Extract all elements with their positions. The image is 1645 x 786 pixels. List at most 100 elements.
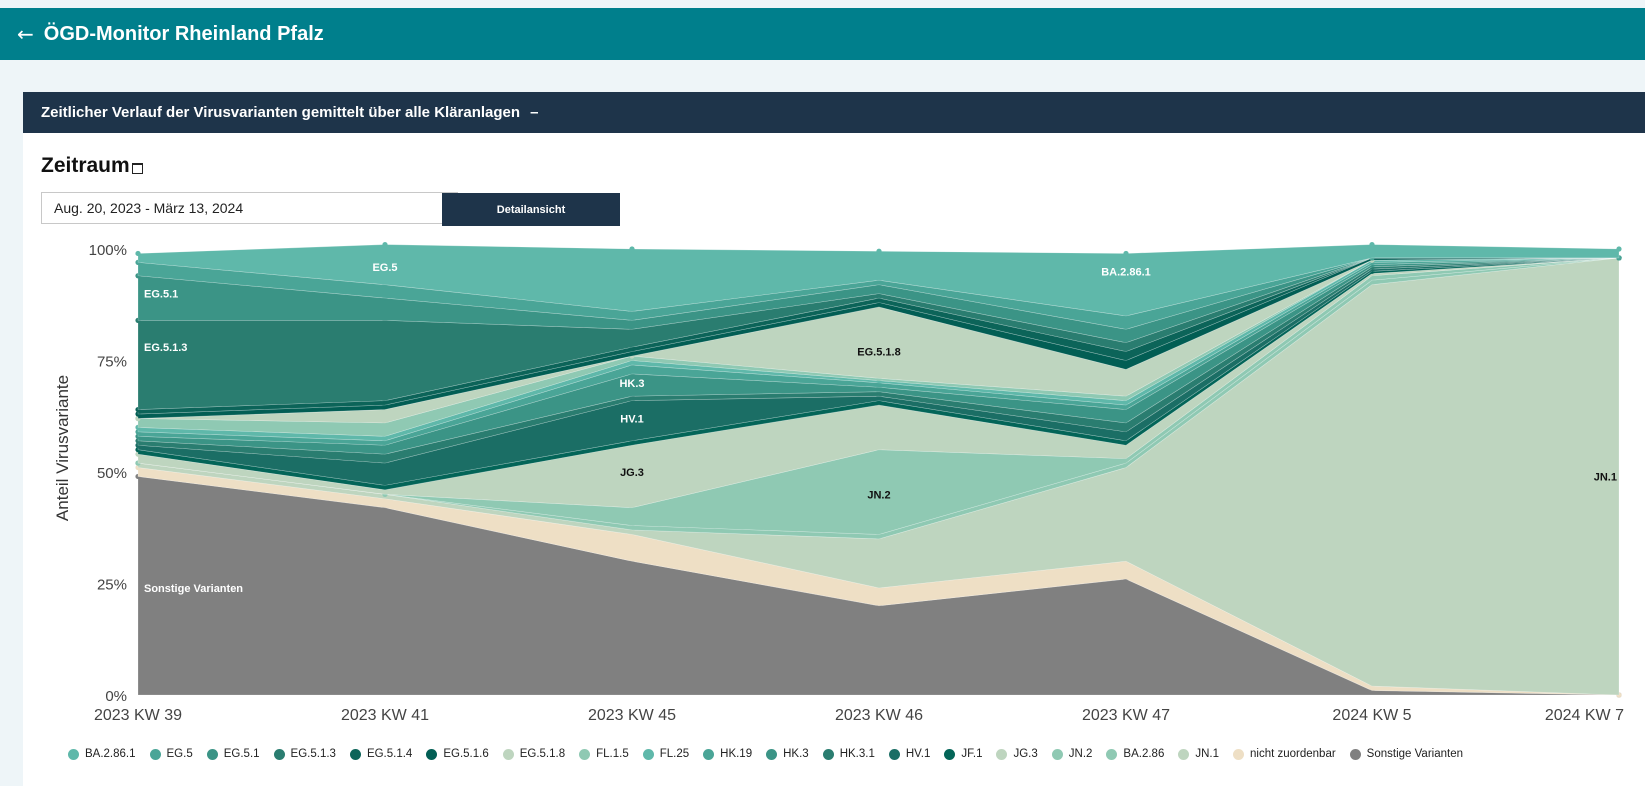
legend-swatch: [766, 748, 778, 760]
legend-label: JN.1: [1195, 748, 1219, 760]
legend-item[interactable]: HV.1: [888, 748, 931, 760]
legend-label: JG.3: [1013, 748, 1038, 760]
legend-label: nicht zuordenbar: [1250, 748, 1336, 760]
data-label: JN.2: [867, 489, 890, 501]
x-tick-label: 2024 KW 5: [1332, 707, 1411, 724]
legend-item[interactable]: FL.1.5: [579, 748, 629, 760]
x-tick-label: 2023 KW 46: [835, 707, 923, 724]
legend-item[interactable]: EG.5: [149, 748, 193, 760]
legend-swatch: [1349, 748, 1361, 760]
legend-label: HK.3: [783, 748, 809, 760]
legend-swatch: [1106, 748, 1118, 760]
app-title: ÖGD-Monitor Rheinland Pfalz: [43, 22, 324, 45]
data-point: [135, 250, 141, 257]
data-label: JG.3: [620, 467, 644, 479]
legend-item[interactable]: JN.2: [1051, 748, 1093, 760]
legend-swatch: [349, 748, 361, 760]
legend-swatch: [206, 748, 218, 760]
legend-label: HK.19: [720, 748, 753, 760]
legend-label: HK.3.1: [839, 748, 875, 760]
data-label: EG.5.1.8: [857, 347, 900, 359]
legend-item[interactable]: EG.5.1.6: [426, 748, 489, 760]
legend-label: EG.5.1.4: [366, 748, 413, 760]
calendar-icon[interactable]: [131, 163, 143, 174]
panel-header[interactable]: Zeitlicher Verlauf der Virusvarianten ge…: [23, 92, 1645, 133]
y-tick-label: 100%: [89, 242, 127, 259]
x-tick-label: 2023 KW 45: [588, 707, 676, 724]
legend-label: BA.2.86: [1123, 748, 1165, 760]
legend-label: EG.5: [166, 748, 193, 760]
legend-swatch: [703, 748, 715, 760]
period-label: Zeitraum: [41, 154, 130, 177]
legend-label: EG.5.1.6: [443, 748, 489, 760]
legend-item[interactable]: HK.19: [703, 748, 752, 760]
series-area-eg-5-1-6: [137, 257, 1620, 419]
series-area-hk-3-1: [137, 257, 1620, 464]
data-point: [382, 241, 388, 248]
legend-swatch: [642, 748, 654, 760]
legend-swatch: [996, 748, 1008, 760]
period-heading: Zeitraum: [41, 154, 143, 178]
legend-item[interactable]: nicht zuordenbar: [1233, 748, 1336, 760]
data-label: JN.1: [1594, 471, 1617, 483]
y-axis-label: Anteil Virusvariante: [53, 374, 72, 522]
legend-swatch: [944, 748, 956, 760]
legend-label: JN.2: [1068, 748, 1093, 760]
x-tick-label: 2023 KW 39: [94, 707, 182, 724]
data-label: EG.5.1: [144, 289, 178, 301]
legend-item[interactable]: BA.2.86: [1106, 748, 1164, 760]
legend-item[interactable]: FL.25: [642, 748, 689, 760]
legend-swatch: [68, 748, 79, 760]
legend-label: JF.1: [961, 748, 983, 760]
panel-title: Zeitlicher Verlauf der Virusvarianten ge…: [41, 104, 521, 121]
back-arrow-icon[interactable]: ←: [17, 22, 34, 46]
data-point: [1123, 250, 1129, 257]
data-point: [876, 248, 882, 254]
legend-swatch: [1233, 748, 1244, 760]
legend-label: Sonstige Varianten: [1366, 748, 1463, 760]
legend-swatch: [822, 748, 834, 760]
y-tick-label: 0%: [105, 688, 127, 705]
y-tick-label: 75%: [97, 354, 127, 371]
legend-label: HV.1: [905, 748, 931, 760]
chart-legend: BA.2.86.1 EG.5 EG.5.1 EG.5.1.3 EG.5.1.4 EG.5.…: [68, 744, 1477, 764]
legend-swatch: [273, 748, 285, 760]
app-header: ← ÖGD-Monitor Rheinland Pfalz: [0, 8, 1645, 60]
x-tick-label: 2024 KW 7: [1545, 707, 1624, 724]
detail-view-button[interactable]: Detailansicht: [442, 193, 620, 226]
series-area-sonstige-varianten: [137, 476, 1620, 696]
legend-swatch: [888, 748, 900, 760]
x-tick-label: 2023 KW 47: [1082, 707, 1170, 724]
legend-item[interactable]: EG.5.1.4: [349, 748, 413, 760]
legend-label: BA.2.86.1: [85, 748, 136, 760]
legend-label: EG.5.1.3: [290, 748, 336, 760]
y-tick-label: 50%: [97, 465, 127, 482]
data-point: [1616, 246, 1622, 252]
legend-item[interactable]: EG.5.1.3: [273, 748, 336, 760]
legend-label: EG.5.1: [223, 748, 260, 760]
data-label: EG.5: [372, 262, 397, 274]
legend-swatch: [502, 748, 514, 760]
legend-item[interactable]: EG.5.1.8: [502, 748, 566, 760]
data-point: [1369, 241, 1375, 248]
data-label: HV.1: [620, 413, 643, 425]
legend-item[interactable]: BA.2.86.1: [68, 748, 136, 760]
legend-label: EG.5.1.8: [519, 748, 566, 760]
x-tick-label: 2023 KW 41: [341, 707, 429, 724]
data-point: [629, 246, 635, 252]
legend-item[interactable]: JN.1: [1178, 748, 1219, 760]
legend-item[interactable]: JG.3: [996, 748, 1038, 760]
legend-item[interactable]: EG.5.1: [206, 748, 260, 760]
legend-swatch: [149, 748, 161, 760]
date-range-input[interactable]: Aug. 20, 2023 - März 13, 2024: [41, 192, 458, 224]
legend-item[interactable]: HK.3.1: [822, 748, 875, 760]
legend-label: FL.1.5: [596, 748, 629, 760]
collapse-toggle[interactable]: –: [530, 104, 539, 121]
legend-item[interactable]: HK.3: [766, 748, 809, 760]
legend-item[interactable]: JF.1: [944, 748, 982, 760]
y-tick-label: 25%: [97, 577, 127, 594]
data-label: Sonstige Varianten: [144, 583, 243, 595]
legend-item[interactable]: Sonstige Varianten: [1349, 748, 1463, 760]
legend-swatch: [1051, 748, 1063, 760]
